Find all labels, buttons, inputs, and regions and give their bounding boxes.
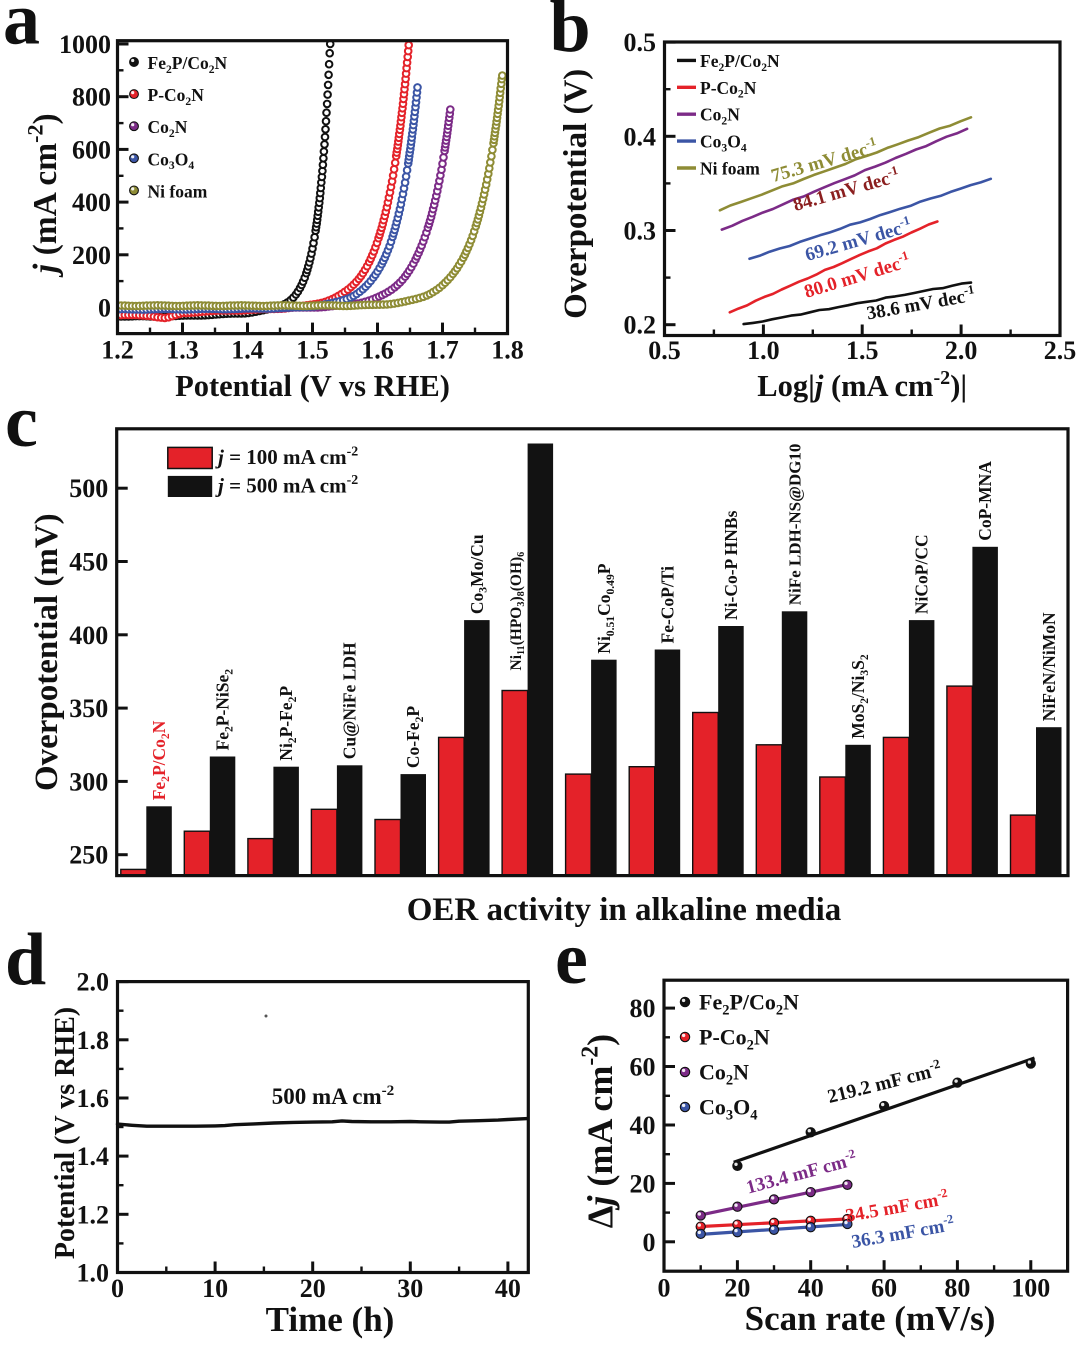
svg-text:10: 10: [202, 1274, 228, 1303]
svg-text:Fe-CoP/Ti: Fe-CoP/Ti: [657, 566, 677, 644]
svg-text:0.3: 0.3: [624, 217, 657, 246]
svg-text:NiFeN/NiMoN: NiFeN/NiMoN: [1039, 612, 1059, 721]
svg-text:Ni foam: Ni foam: [700, 159, 760, 179]
svg-text:NiFe LDH-NS@DG10: NiFe LDH-NS@DG10: [786, 444, 805, 606]
svg-text:2.0: 2.0: [77, 968, 110, 997]
svg-text:d: d: [5, 919, 46, 1001]
svg-text:NiCoP/CC: NiCoP/CC: [912, 534, 932, 614]
svg-text:1.8: 1.8: [491, 335, 524, 364]
svg-text:1.5: 1.5: [846, 336, 879, 365]
svg-text:0: 0: [98, 294, 111, 323]
svg-text:40: 40: [630, 1111, 656, 1140]
svg-text:500 mA cm-2: 500 mA cm-2: [272, 1082, 395, 1109]
svg-text:60: 60: [871, 1274, 897, 1303]
svg-text:Fe2P/Co2N: Fe2P/Co2N: [699, 990, 799, 1019]
svg-text:Fe2P-NiSe2: Fe2P-NiSe2: [213, 669, 236, 751]
svg-text:1.8: 1.8: [77, 1026, 110, 1055]
svg-text:500: 500: [69, 474, 108, 503]
svg-text:1.4: 1.4: [231, 335, 264, 364]
svg-text:Log|j (mA cm-2)|: Log|j (mA cm-2)|: [757, 367, 967, 403]
svg-text:Co2N: Co2N: [700, 105, 740, 128]
svg-text:1.5: 1.5: [296, 335, 329, 364]
svg-text:j (mA cm-2): j (mA cm-2): [23, 113, 64, 278]
svg-text:1000: 1000: [59, 30, 111, 59]
svg-text:0: 0: [658, 1274, 671, 1303]
svg-text:P-Co2N: P-Co2N: [148, 85, 205, 108]
svg-text:1.0: 1.0: [77, 1259, 110, 1288]
svg-text:0.5: 0.5: [624, 28, 657, 57]
svg-text:j = 500 mA cm-2: j = 500 mA cm-2: [215, 473, 358, 497]
svg-text:1.2: 1.2: [101, 335, 134, 364]
svg-text:Ni11(HPO3)8(OH)6: Ni11(HPO3)8(OH)6: [508, 552, 527, 671]
svg-text:100: 100: [1011, 1274, 1050, 1303]
svg-text:20: 20: [300, 1274, 326, 1303]
svg-text:Overpotential (mV): Overpotential (mV): [29, 513, 65, 791]
svg-text:b: b: [550, 0, 591, 68]
svg-text:250: 250: [69, 841, 108, 870]
svg-text:Fe2P/Co2N: Fe2P/Co2N: [149, 720, 172, 800]
svg-text:200: 200: [72, 241, 111, 270]
svg-text:Co3O4: Co3O4: [699, 1095, 758, 1124]
svg-text:0.5: 0.5: [648, 336, 681, 365]
svg-text:80: 80: [630, 994, 656, 1023]
svg-text:Potential (V vs RHE): Potential (V vs RHE): [175, 369, 450, 403]
svg-text:0: 0: [111, 1274, 124, 1303]
svg-text:Co2N: Co2N: [699, 1060, 749, 1089]
svg-text:a: a: [3, 0, 40, 61]
svg-text:1.3: 1.3: [166, 335, 199, 364]
svg-text:Fe2P/Co2N: Fe2P/Co2N: [700, 51, 780, 74]
svg-text:20: 20: [630, 1169, 656, 1198]
svg-text:800: 800: [72, 83, 111, 112]
svg-text:1.2: 1.2: [77, 1200, 110, 1229]
svg-text:j = 100 mA cm-2: j = 100 mA cm-2: [215, 445, 358, 469]
svg-text:1.0: 1.0: [747, 336, 780, 365]
svg-text:1.6: 1.6: [77, 1084, 110, 1113]
svg-text:0: 0: [643, 1228, 656, 1257]
svg-text:c: c: [5, 381, 38, 463]
svg-text:Ni-Co-P HNBs: Ni-Co-P HNBs: [721, 510, 741, 620]
svg-text:350: 350: [69, 694, 108, 723]
svg-text:400: 400: [69, 621, 108, 650]
svg-text:e: e: [555, 918, 588, 1000]
svg-text:Time (h): Time (h): [266, 1300, 395, 1339]
svg-text:Co2N: Co2N: [148, 117, 188, 140]
svg-text:Potential (V vs RHE): Potential (V vs RHE): [50, 1007, 81, 1259]
svg-text:Co-Fe2P: Co-Fe2P: [403, 706, 426, 768]
svg-text:60: 60: [630, 1053, 656, 1082]
svg-text:Scan rate (mV/s): Scan rate (mV/s): [745, 1299, 996, 1338]
svg-text:450: 450: [69, 548, 108, 577]
svg-text:0.2: 0.2: [624, 311, 657, 340]
svg-text:40: 40: [798, 1274, 824, 1303]
svg-text:80: 80: [944, 1274, 970, 1303]
svg-text:2.5: 2.5: [1044, 336, 1077, 365]
svg-text:Overpotential (V): Overpotential (V): [558, 69, 594, 319]
svg-text:1.4: 1.4: [77, 1142, 110, 1171]
svg-text:Cu@NiFe LDH: Cu@NiFe LDH: [340, 642, 360, 759]
svg-text:40: 40: [495, 1274, 521, 1303]
svg-text:600: 600: [72, 135, 111, 164]
svg-text:1.7: 1.7: [426, 335, 459, 364]
svg-text:2.0: 2.0: [945, 336, 978, 365]
svg-text:OER activity in alkaline media: OER activity in alkaline media: [407, 892, 842, 928]
svg-text:P-Co2N: P-Co2N: [700, 78, 757, 101]
svg-text:Co3Mo/Cu: Co3Mo/Cu: [467, 534, 490, 614]
svg-text:30: 30: [397, 1274, 423, 1303]
svg-text:P-Co2N: P-Co2N: [699, 1025, 770, 1054]
svg-text:MoS2/Ni3S2: MoS2/Ni3S2: [848, 654, 871, 739]
svg-text:300: 300: [69, 767, 108, 796]
svg-text:Ni foam: Ni foam: [148, 181, 208, 201]
svg-text:Fe2P/Co2N: Fe2P/Co2N: [148, 53, 228, 76]
svg-text:1.6: 1.6: [361, 335, 394, 364]
svg-text:20: 20: [724, 1274, 750, 1303]
svg-text:0.4: 0.4: [624, 122, 657, 151]
svg-text:CoP-MNA: CoP-MNA: [975, 461, 995, 541]
svg-text:Ni0.51Co0.49P: Ni0.51Co0.49P: [594, 563, 617, 653]
svg-text:Δj (mA cm-2): Δj (mA cm-2): [578, 1034, 620, 1228]
svg-text:Ni2P-Fe2P: Ni2P-Fe2P: [276, 686, 299, 761]
svg-text:Co3O4: Co3O4: [700, 132, 747, 155]
svg-text:400: 400: [72, 188, 111, 217]
svg-text:Co3O4: Co3O4: [148, 149, 195, 172]
